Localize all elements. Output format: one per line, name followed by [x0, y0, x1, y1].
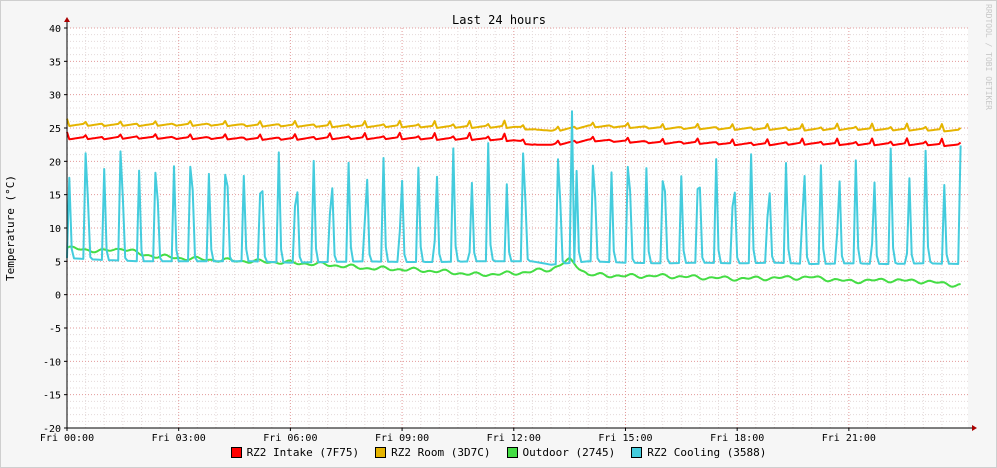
- legend-item-cooling: RZ2 Cooling (3588): [631, 446, 766, 459]
- y-tick-label: 30: [49, 91, 61, 102]
- legend: RZ2 Intake (7F75) RZ2 Room (3D7C) Outdoo…: [0, 446, 997, 459]
- watermark: RRDTOOL / TOBI OETIKER: [984, 4, 993, 110]
- x-tick-label: Fri 06:00: [263, 433, 317, 444]
- legend-label-outdoor: Outdoor (2745): [522, 446, 616, 459]
- legend-swatch-room: [375, 447, 387, 458]
- legend-label-cooling: RZ2 Cooling (3588): [647, 446, 767, 459]
- x-tick-label: Fri 00:00: [40, 433, 94, 444]
- legend-item-room: RZ2 Room (3D7C): [375, 446, 491, 459]
- series-line-1: [66, 118, 962, 133]
- x-tick-label: Fri 12:00: [487, 433, 541, 444]
- chart-title: Last 24 hours: [452, 13, 546, 27]
- legend-swatch-outdoor: [506, 447, 518, 458]
- legend-label-room: RZ2 Room (3D7C): [391, 446, 491, 459]
- x-tick-label: Fri 21:00: [822, 433, 876, 444]
- y-axis-arrow: [64, 17, 70, 22]
- legend-swatch-intake: [230, 447, 242, 458]
- y-tick-label: 25: [49, 124, 61, 135]
- y-tick-label: -20: [43, 424, 61, 435]
- y-tick-label: 35: [49, 57, 61, 68]
- x-tick-label: Fri 15:00: [598, 433, 652, 444]
- y-tick-label: 0: [55, 291, 61, 302]
- y-tick-label: 5: [55, 257, 61, 268]
- x-tick-label: Fri 18:00: [710, 433, 764, 444]
- y-tick-label: -15: [43, 391, 61, 402]
- y-tick-label: 20: [49, 157, 61, 168]
- series-line-3: [66, 110, 962, 266]
- legend-label-intake: RZ2 Intake (7F75): [246, 446, 360, 459]
- legend-swatch-cooling: [631, 447, 643, 458]
- y-tick-label: 10: [49, 224, 61, 235]
- x-axis-arrow: [972, 425, 977, 431]
- y-tick-label: 40: [49, 24, 61, 35]
- series-line-0: [66, 131, 962, 148]
- legend-item-intake: RZ2 Intake (7F75): [230, 446, 360, 459]
- x-tick-label: Fri 09:00: [375, 433, 429, 444]
- x-tick-label: Fri 03:00: [152, 433, 206, 444]
- y-tick-label: -10: [43, 357, 61, 368]
- legend-item-outdoor: Outdoor (2745): [506, 446, 616, 459]
- y-tick-label: -5: [49, 324, 61, 335]
- y-axis-label: Temperature (°C): [4, 175, 17, 281]
- y-tick-label: 15: [49, 191, 61, 202]
